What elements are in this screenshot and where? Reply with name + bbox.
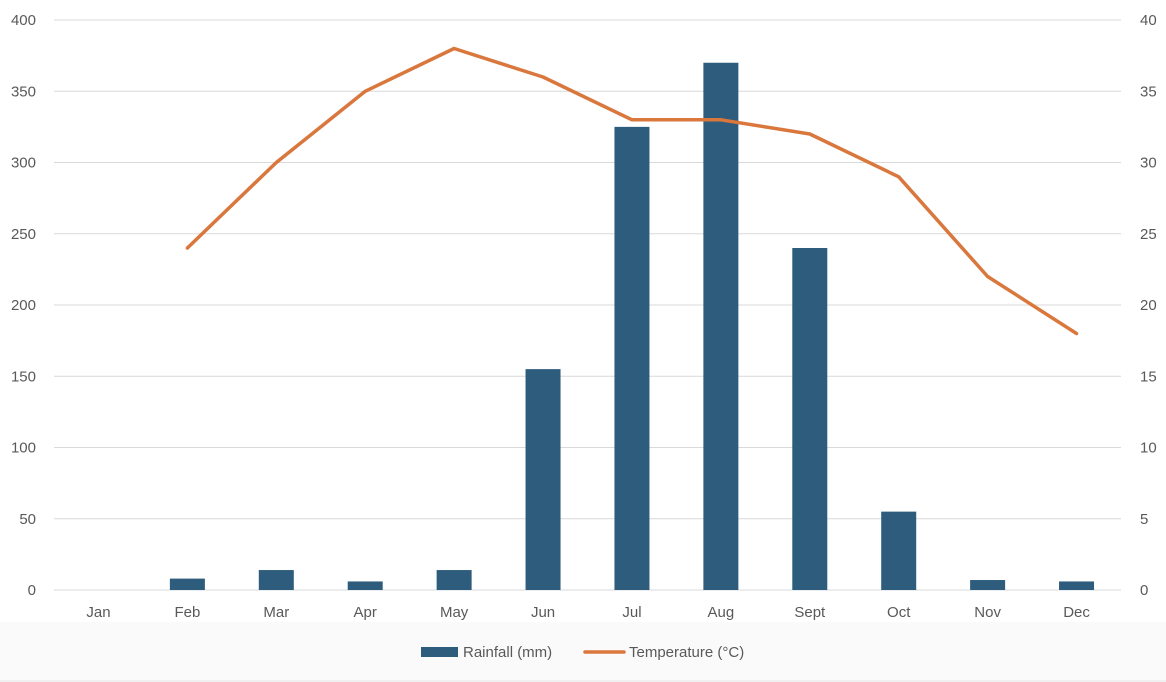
rainfall-bar-nov	[970, 580, 1006, 590]
temperature-line	[185, 46, 1079, 336]
right-axis-tick-label: 30	[1140, 155, 1157, 172]
legend-label-temperature: Temperature (°C)	[629, 644, 744, 661]
x-axis-tick-label: Mar	[263, 604, 289, 621]
left-axis-tick-label: 50	[19, 511, 36, 528]
left-axis-tick-label: 200	[11, 297, 36, 314]
legend-swatch-rainfall	[421, 647, 458, 657]
rainfall-bar-feb	[169, 578, 205, 590]
rainfall-bar-sept	[792, 248, 828, 590]
x-axis-tick-label: Feb	[174, 604, 200, 621]
left-y-axis: 0 50 100 150 200 250 300 350 400	[11, 12, 36, 599]
rainfall-bar-jun	[525, 369, 561, 590]
x-axis-tick-label: Sept	[794, 604, 826, 621]
temperature-line-series	[185, 46, 1079, 336]
left-axis-tick-label: 250	[11, 226, 36, 243]
x-axis-tick-label: Oct	[887, 604, 911, 621]
left-axis-tick-label: 100	[11, 440, 36, 457]
x-axis-tick-label: Aug	[708, 604, 735, 621]
right-axis-tick-label: 35	[1140, 83, 1157, 100]
right-axis-tick-label: 5	[1140, 511, 1148, 528]
x-axis-tick-label: Jan	[86, 604, 110, 621]
x-axis-tick-label: Apr	[354, 604, 377, 621]
legend-label-rainfall: Rainfall (mm)	[463, 644, 552, 661]
right-axis-tick-label: 25	[1140, 226, 1157, 243]
left-axis-tick-label: 150	[11, 368, 36, 385]
rainfall-bar-may	[436, 570, 472, 590]
rainfall-bar-jul	[614, 126, 650, 590]
rainfall-bar-aug	[703, 62, 739, 590]
left-axis-tick-label: 400	[11, 12, 36, 29]
x-axis-tick-label: May	[440, 604, 469, 621]
right-axis-tick-label: 20	[1140, 297, 1157, 314]
legend: Rainfall (mm) Temperature (°C)	[421, 644, 744, 661]
rainfall-bar-mar	[258, 570, 294, 590]
rainfall-bar-dec	[1059, 581, 1095, 590]
x-axis-tick-label: Jul	[622, 604, 641, 621]
right-axis-tick-label: 40	[1140, 12, 1157, 29]
left-axis-tick-label: 350	[11, 83, 36, 100]
x-axis-tick-label: Jun	[531, 604, 555, 621]
x-axis: Jan Feb Mar Apr May Jun Jul Aug Sept Oct Nov Dec	[86, 604, 1090, 621]
rainfall-bars	[169, 62, 1095, 590]
rainfall-bar-oct	[881, 511, 917, 590]
x-axis-tick-label: Nov	[974, 604, 1001, 621]
left-axis-tick-label: 0	[28, 582, 36, 599]
x-axis-tick-label: Dec	[1063, 604, 1090, 621]
right-y-axis: 0 5 10 15 20 25 30 35 40	[1140, 12, 1157, 599]
right-axis-tick-label: 15	[1140, 368, 1157, 385]
right-axis-tick-label: 0	[1140, 582, 1148, 599]
gridlines	[54, 19, 1121, 591]
right-axis-tick-label: 10	[1140, 440, 1157, 457]
left-axis-tick-label: 300	[11, 155, 36, 172]
rainfall-bar-apr	[347, 581, 383, 590]
